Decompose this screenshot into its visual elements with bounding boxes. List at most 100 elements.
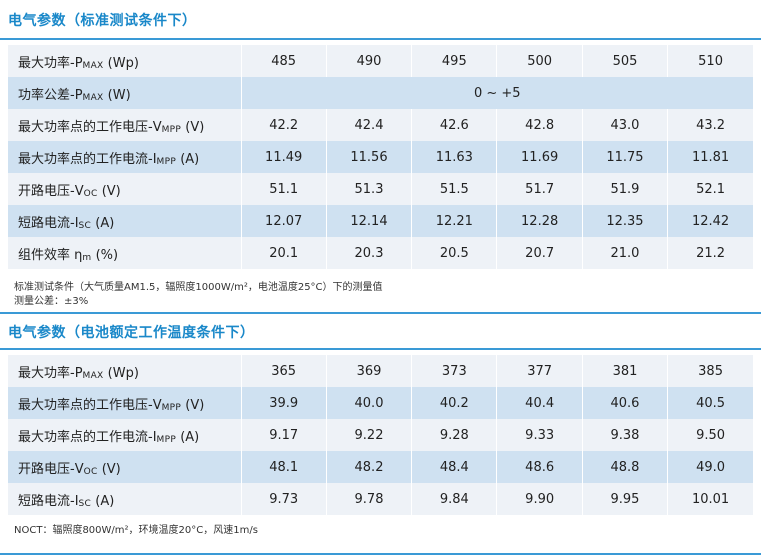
row-label-prefix: 开路电压-V xyxy=(18,461,84,477)
row-label-subscript: MAX xyxy=(82,60,104,71)
value-cell: 20.1 xyxy=(241,237,327,269)
row-label-prefix: 最大功率点的工作电压-V xyxy=(18,397,162,413)
value-cell: 42.6 xyxy=(411,109,498,141)
value-cell: 11.56 xyxy=(326,141,413,173)
row-label: 开路电压-VOC (V) xyxy=(8,173,242,205)
value-cell: 51.1 xyxy=(241,173,327,205)
noct-note: NOCT：辐照度800W/m²，环境温度20°C，风速1m/s xyxy=(14,525,258,536)
value-cell: 485 xyxy=(241,45,327,77)
value-cell: 11.63 xyxy=(411,141,498,173)
value-cell: 51.9 xyxy=(582,173,669,205)
value-cell: 11.75 xyxy=(582,141,669,173)
value-cell: 377 xyxy=(496,355,583,387)
value-cell: 9.33 xyxy=(496,419,583,451)
row-label-subscript: m xyxy=(82,252,92,263)
table-row: 最大功率点的工作电流-IMPP (A) 11.49 11.56 11.63 11.69 1… xyxy=(8,141,753,173)
row-label-subscript: MAX xyxy=(82,92,104,103)
value-cell: 40.0 xyxy=(326,387,413,419)
table-row: 最大功率点的工作电压-VMPP (V) 39.9 40.0 40.2 40.4 40.6 4… xyxy=(8,387,753,419)
row-label-unit: (%) xyxy=(91,247,119,263)
table-row: 功率公差-PMAX (W) 0 ~ +5 xyxy=(8,77,753,109)
value-cell: 51.3 xyxy=(326,173,413,205)
row-label-subscript: MAX xyxy=(82,370,104,381)
row-label-unit: (A) xyxy=(91,215,115,231)
row-label-unit: (A) xyxy=(91,493,115,509)
row-label-prefix: 组件效率 η xyxy=(18,247,83,263)
value-cell: 12.35 xyxy=(582,205,669,237)
row-label-unit: (Wp) xyxy=(103,365,139,381)
value-cell: 385 xyxy=(667,355,753,387)
row-label-unit: (V) xyxy=(181,397,205,413)
row-label-prefix: 最大功率-P xyxy=(18,365,83,381)
value-cell: 510 xyxy=(667,45,753,77)
value-cell: 365 xyxy=(241,355,327,387)
table-row: 开路电压-VOC (V) 48.1 48.2 48.4 48.6 48.8 49.0 xyxy=(8,451,753,483)
value-cell: 20.5 xyxy=(411,237,498,269)
row-label-subscript: OC xyxy=(83,188,98,199)
row-label-subscript: SC xyxy=(78,498,92,509)
value-cell: 9.78 xyxy=(326,483,413,515)
row-label: 最大功率点的工作电流-IMPP (A) xyxy=(8,141,242,173)
row-label: 最大功率点的工作电流-IMPP (A) xyxy=(8,419,242,451)
row-label-prefix: 短路电流-I xyxy=(18,493,79,509)
value-cell: 49.0 xyxy=(667,451,753,483)
value-cell: 40.5 xyxy=(667,387,753,419)
section1-title: 电气参数（标准测试条件下） xyxy=(8,13,197,29)
row-label-prefix: 最大功率点的工作电压-V xyxy=(18,119,162,135)
table-row: 开路电压-VOC (V) 51.1 51.3 51.5 51.7 51.9 52.1 xyxy=(8,173,753,205)
section2-top-rule xyxy=(0,348,761,350)
section2-title: 电气参数（电池额定工作温度条件下） xyxy=(8,325,255,341)
value-cell: 9.38 xyxy=(582,419,669,451)
table-row: 最大功率点的工作电压-VMPP (V) 42.2 42.4 42.6 42.8 43.0 4… xyxy=(8,109,753,141)
value-cell: 373 xyxy=(411,355,498,387)
row-label-prefix: 最大功率-P xyxy=(18,55,83,71)
value-cell: 9.17 xyxy=(241,419,327,451)
table-row: 最大功率-PMAX (Wp) 485 490 495 500 505 510 xyxy=(8,45,753,77)
value-cell: 11.49 xyxy=(241,141,327,173)
row-label-prefix: 短路电流-I xyxy=(18,215,79,231)
section2-top-rule-upper xyxy=(0,312,761,314)
table-row: 最大功率-PMAX (Wp) 365 369 373 377 381 385 xyxy=(8,355,753,387)
value-cell: 11.81 xyxy=(667,141,753,173)
value-cell: 51.5 xyxy=(411,173,498,205)
row-label-prefix: 开路电压-V xyxy=(18,183,84,199)
row-label-unit: (Wp) xyxy=(103,55,139,71)
table-row: 组件效率 ηm (%) 20.1 20.3 20.5 20.7 21.0 21.2 xyxy=(8,237,753,269)
row-label-subscript: MPP xyxy=(161,402,182,413)
bottom-rule xyxy=(0,553,761,555)
value-cell: 9.28 xyxy=(411,419,498,451)
value-cell: 42.4 xyxy=(326,109,413,141)
noct-parameters-table: 最大功率-PMAX (Wp) 365 369 373 377 381 385 最大功率点的工作… xyxy=(8,355,753,515)
row-label: 最大功率-PMAX (Wp) xyxy=(8,355,242,387)
value-cell: 43.0 xyxy=(582,109,669,141)
row-label: 最大功率-PMAX (Wp) xyxy=(8,45,242,77)
row-label: 短路电流-ISC (A) xyxy=(8,483,242,515)
value-cell: 48.2 xyxy=(326,451,413,483)
value-cell: 40.6 xyxy=(582,387,669,419)
value-cell: 12.07 xyxy=(241,205,327,237)
row-label-prefix: 最大功率点的工作电流-I xyxy=(18,151,157,167)
value-cell: 490 xyxy=(326,45,413,77)
value-cell: 51.7 xyxy=(496,173,583,205)
row-label-subscript: MPP xyxy=(156,156,177,167)
value-cell: 39.9 xyxy=(241,387,327,419)
value-cell: 9.73 xyxy=(241,483,327,515)
row-label-unit: (V) xyxy=(97,183,121,199)
row-label-prefix: 最大功率点的工作电流-I xyxy=(18,429,157,445)
stc-parameters-table: 最大功率-PMAX (Wp) 485 490 495 500 505 510 功率公差-PMA… xyxy=(8,45,753,269)
value-cell: 42.8 xyxy=(496,109,583,141)
stc-note-conditions: 标准测试条件（大气质量AM1.5，辐照度1000W/m²，电池温度25°C）下的… xyxy=(14,282,383,293)
value-cell: 9.95 xyxy=(582,483,669,515)
row-label-prefix: 功率公差-P xyxy=(18,87,83,103)
value-cell: 9.22 xyxy=(326,419,413,451)
row-label-unit: (A) xyxy=(176,151,200,167)
row-label: 功率公差-PMAX (W) xyxy=(8,77,242,109)
row-label-unit: (V) xyxy=(181,119,205,135)
table-row: 短路电流-ISC (A) 12.07 12.14 12.21 12.28 12.35 12.… xyxy=(8,205,753,237)
table-row: 最大功率点的工作电流-IMPP (A) 9.17 9.22 9.28 9.33 9.38 9… xyxy=(8,419,753,451)
row-label-unit: (V) xyxy=(97,461,121,477)
value-cell: 11.69 xyxy=(496,141,583,173)
row-label-subscript: MPP xyxy=(156,434,177,445)
stc-note-tolerance: 测量公差：±3% xyxy=(14,296,89,307)
row-label-subscript: SC xyxy=(78,220,92,231)
